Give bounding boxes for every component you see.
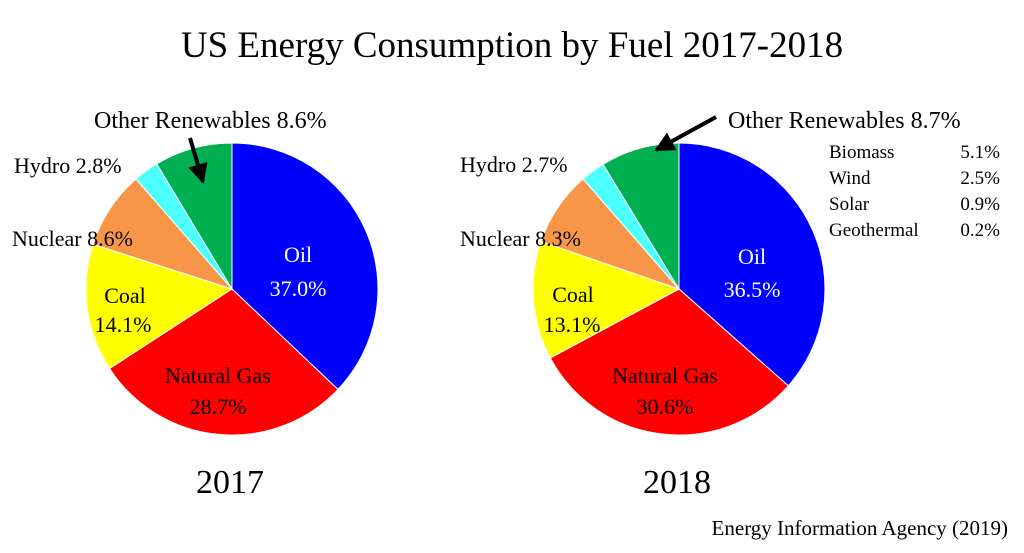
pie-chart-2018 bbox=[532, 142, 826, 436]
pie-slice-2017-natural-gas bbox=[108, 288, 339, 436]
breakdown-wind-value: 2.5% bbox=[960, 168, 1000, 189]
pie-chart-2017 bbox=[85, 142, 379, 436]
breakdown-biomass-name: Biomass bbox=[829, 142, 894, 163]
chart-title: US Energy Consumption by Fuel 2017-2018 bbox=[181, 25, 843, 66]
label-2017-natural-gas: Natural Gas bbox=[165, 363, 271, 388]
label-2018-oil: Oil bbox=[738, 244, 766, 269]
arrow-2017-other-renewables bbox=[188, 137, 208, 184]
label-2018-natural-gas: Natural Gas bbox=[612, 363, 718, 388]
pie-slice-2017-oil bbox=[231, 142, 379, 391]
breakdown-solar-value: 0.9% bbox=[960, 194, 1000, 215]
year-label-2017: 2017 bbox=[196, 464, 264, 501]
pct-2018-oil: 36.5% bbox=[724, 277, 781, 302]
pie-slice-2017-coal bbox=[85, 243, 234, 370]
label-2017-oil: Oil bbox=[284, 242, 312, 267]
label-2018-hydro: Hydro 2.7% bbox=[460, 152, 568, 177]
breakdown-wind-name: Wind bbox=[829, 168, 871, 189]
breakdown-biomass-value: 5.1% bbox=[960, 142, 1000, 163]
label-2018-nuclear: Nuclear 8.3% bbox=[460, 226, 581, 251]
year-label-2018: 2018 bbox=[643, 464, 711, 501]
breakdown-solar-name: Solar bbox=[829, 194, 870, 215]
label-2017-nuclear: Nuclear 8.6% bbox=[12, 226, 133, 251]
pct-2017-coal: 14.1% bbox=[95, 312, 152, 337]
pct-2017-oil: 37.0% bbox=[270, 276, 327, 301]
pct-2018-coal: 13.1% bbox=[544, 312, 601, 337]
pie-slice-2018-natural-gas bbox=[549, 288, 789, 436]
label-2017-other-renewables: Other Renewables 8.6% bbox=[94, 108, 327, 134]
label-2018-coal: Coal bbox=[552, 282, 594, 307]
label-2017-coal: Coal bbox=[104, 283, 146, 308]
pie-slice-2018-oil bbox=[678, 142, 826, 387]
pie-slice-2018-other-renewables bbox=[602, 142, 680, 291]
label-2018-other-renewables: Other Renewables 8.7% bbox=[728, 108, 961, 134]
renewables-breakdown: Biomass 5.1% Wind 2.5% Solar 0.9% Geothe… bbox=[829, 142, 1000, 241]
pct-2018-natural-gas: 30.6% bbox=[637, 394, 694, 419]
breakdown-geothermal-value: 0.2% bbox=[960, 220, 1000, 241]
pct-2017-natural-gas: 28.7% bbox=[190, 394, 247, 419]
source-citation: Energy Information Agency (2019) bbox=[712, 516, 1008, 540]
breakdown-geothermal-name: Geothermal bbox=[829, 220, 919, 241]
pie-slice-2018-coal bbox=[532, 240, 681, 359]
arrow-2018-other-renewables bbox=[654, 115, 717, 152]
label-2017-hydro: Hydro 2.8% bbox=[14, 153, 122, 178]
